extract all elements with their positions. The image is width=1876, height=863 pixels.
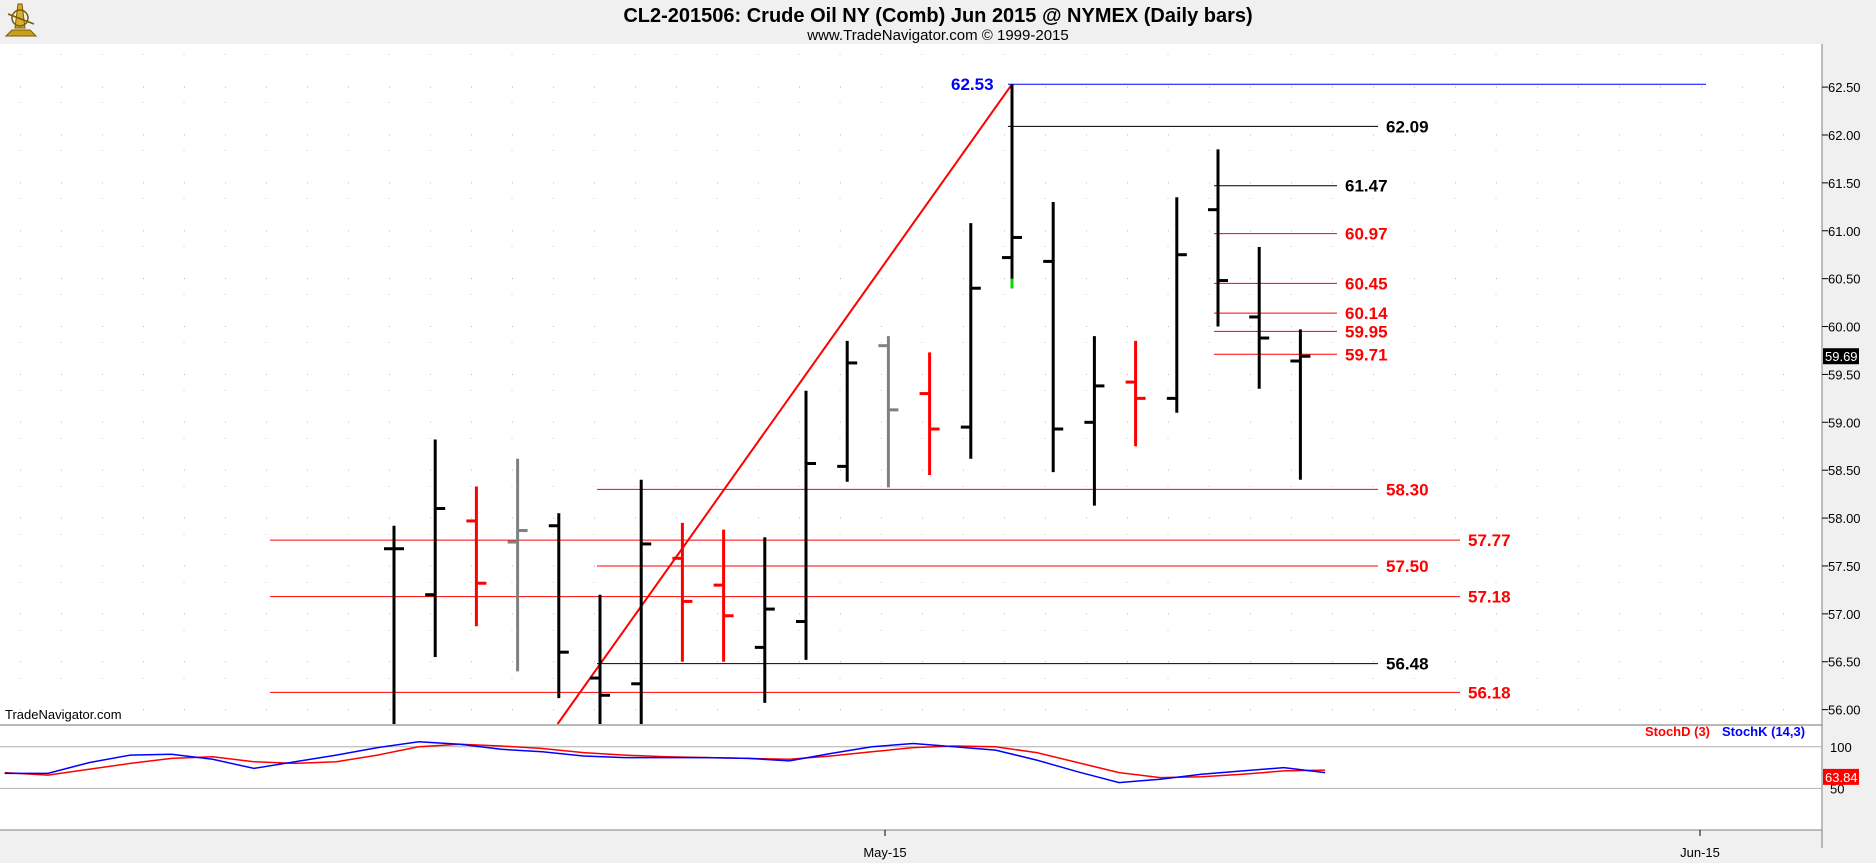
ohlc-bar [425, 439, 446, 657]
y-tick-label: 58.00 [1828, 511, 1861, 526]
y-tick-label: 56.00 [1828, 703, 1861, 718]
level-label-62-53: 62.53 [951, 75, 994, 94]
ohlc-bars [384, 84, 1311, 724]
stochastic-panel-background [0, 726, 1822, 830]
stoch-tick-label: 100 [1830, 740, 1852, 755]
level-label-60-97: 60.97 [1345, 225, 1388, 244]
last-price-label: 59.69 [1825, 349, 1858, 364]
ohlc-bar [1166, 197, 1187, 413]
trendline [556, 83, 1013, 725]
y-tick-label: 62.00 [1828, 128, 1861, 143]
stoch-d-line [4, 743, 1326, 779]
ohlc-bar [1043, 202, 1064, 473]
x-axis-labels: May-15 Jun-15 [863, 830, 1720, 860]
y-tick-label: 57.50 [1828, 559, 1861, 574]
level-label-59-71: 59.71 [1345, 345, 1388, 364]
ohlc-bar [466, 486, 487, 627]
ohlc-bar [507, 458, 528, 672]
ohlc-bar [713, 529, 734, 662]
ohlc-bar [384, 525, 404, 724]
stoch-k-legend: StochK (14,3) [1722, 724, 1805, 739]
ohlc-bar [837, 340, 858, 482]
last-price-box [1823, 348, 1859, 365]
y-tick-label: 59.50 [1828, 367, 1861, 382]
level-label-57-18: 57.18 [1468, 588, 1511, 607]
level-label-58-30: 58.30 [1386, 480, 1429, 499]
ohlc-bar [1249, 247, 1270, 389]
ohlc-bar [1002, 84, 1022, 289]
ohlc-bar [960, 223, 981, 459]
ohlc-bar [672, 522, 693, 662]
level-label-62-09: 62.09 [1386, 117, 1429, 136]
level-label-59-95: 59.95 [1345, 322, 1388, 341]
ohlc-bar [1290, 329, 1311, 480]
y-tick-label: 57.00 [1828, 607, 1861, 622]
price-panel-background [0, 44, 1822, 724]
y-tick-label: 58.50 [1828, 463, 1861, 478]
y-tick-label: 59.00 [1828, 415, 1861, 430]
level-label-57-77: 57.77 [1468, 531, 1511, 550]
ohlc-bar [1208, 149, 1228, 327]
y-tick-label: 60.50 [1828, 272, 1861, 287]
trendline-group [556, 83, 1013, 725]
ohlc-bar [1084, 336, 1105, 506]
y-axis-labels: 62.50 62.00 61.50 61.00 60.50 60.00 59.50 59.00… [1822, 80, 1861, 718]
stoch-last-label: 63.84 [1825, 770, 1858, 785]
stoch-tick-label: 50 [1830, 781, 1844, 796]
x-tick-label: May-15 [863, 845, 906, 860]
level-label-56-18: 56.18 [1468, 683, 1511, 702]
stochastic-panel: 100 50 StochD (3) StochK (14,3) 63.84 [0, 724, 1859, 796]
stoch-last-box [1823, 768, 1859, 785]
level-label-61-47: 61.47 [1345, 177, 1388, 196]
ohlc-bar [919, 352, 940, 475]
level-label-60-45: 60.45 [1345, 274, 1388, 293]
tradenavigator-logo-icon [4, 3, 38, 37]
ohlc-bar [878, 336, 899, 488]
y-tick-label: 61.50 [1828, 176, 1861, 191]
y-tick-label: 62.50 [1828, 80, 1861, 95]
y-tick-label: 61.00 [1828, 224, 1861, 239]
ohlc-bar [548, 513, 569, 699]
y-tick-label: 56.50 [1828, 655, 1861, 670]
stoch-d-legend: StochD (3) [1645, 724, 1710, 739]
level-label-60-14: 60.14 [1345, 304, 1388, 323]
chart-subtitle: www.TradeNavigator.com © 1999-2015 [806, 27, 1068, 44]
ohlc-bar [631, 479, 652, 724]
level-label-56-48: 56.48 [1386, 655, 1429, 674]
x-tick-label: Jun-15 [1680, 845, 1720, 860]
stoch-k-line [4, 741, 1326, 784]
ohlc-bar [1125, 340, 1146, 447]
y-tick-label: 60.00 [1828, 320, 1861, 335]
ohlc-bar [590, 594, 610, 724]
ohlc-bar [754, 537, 775, 703]
level-label-57-50: 57.50 [1386, 557, 1429, 576]
watermark: TradeNavigator.com [5, 707, 122, 722]
chart-title: CL2-201506: Crude Oil NY (Comb) Jun 2015… [623, 5, 1252, 27]
ohlc-bar [796, 390, 816, 660]
